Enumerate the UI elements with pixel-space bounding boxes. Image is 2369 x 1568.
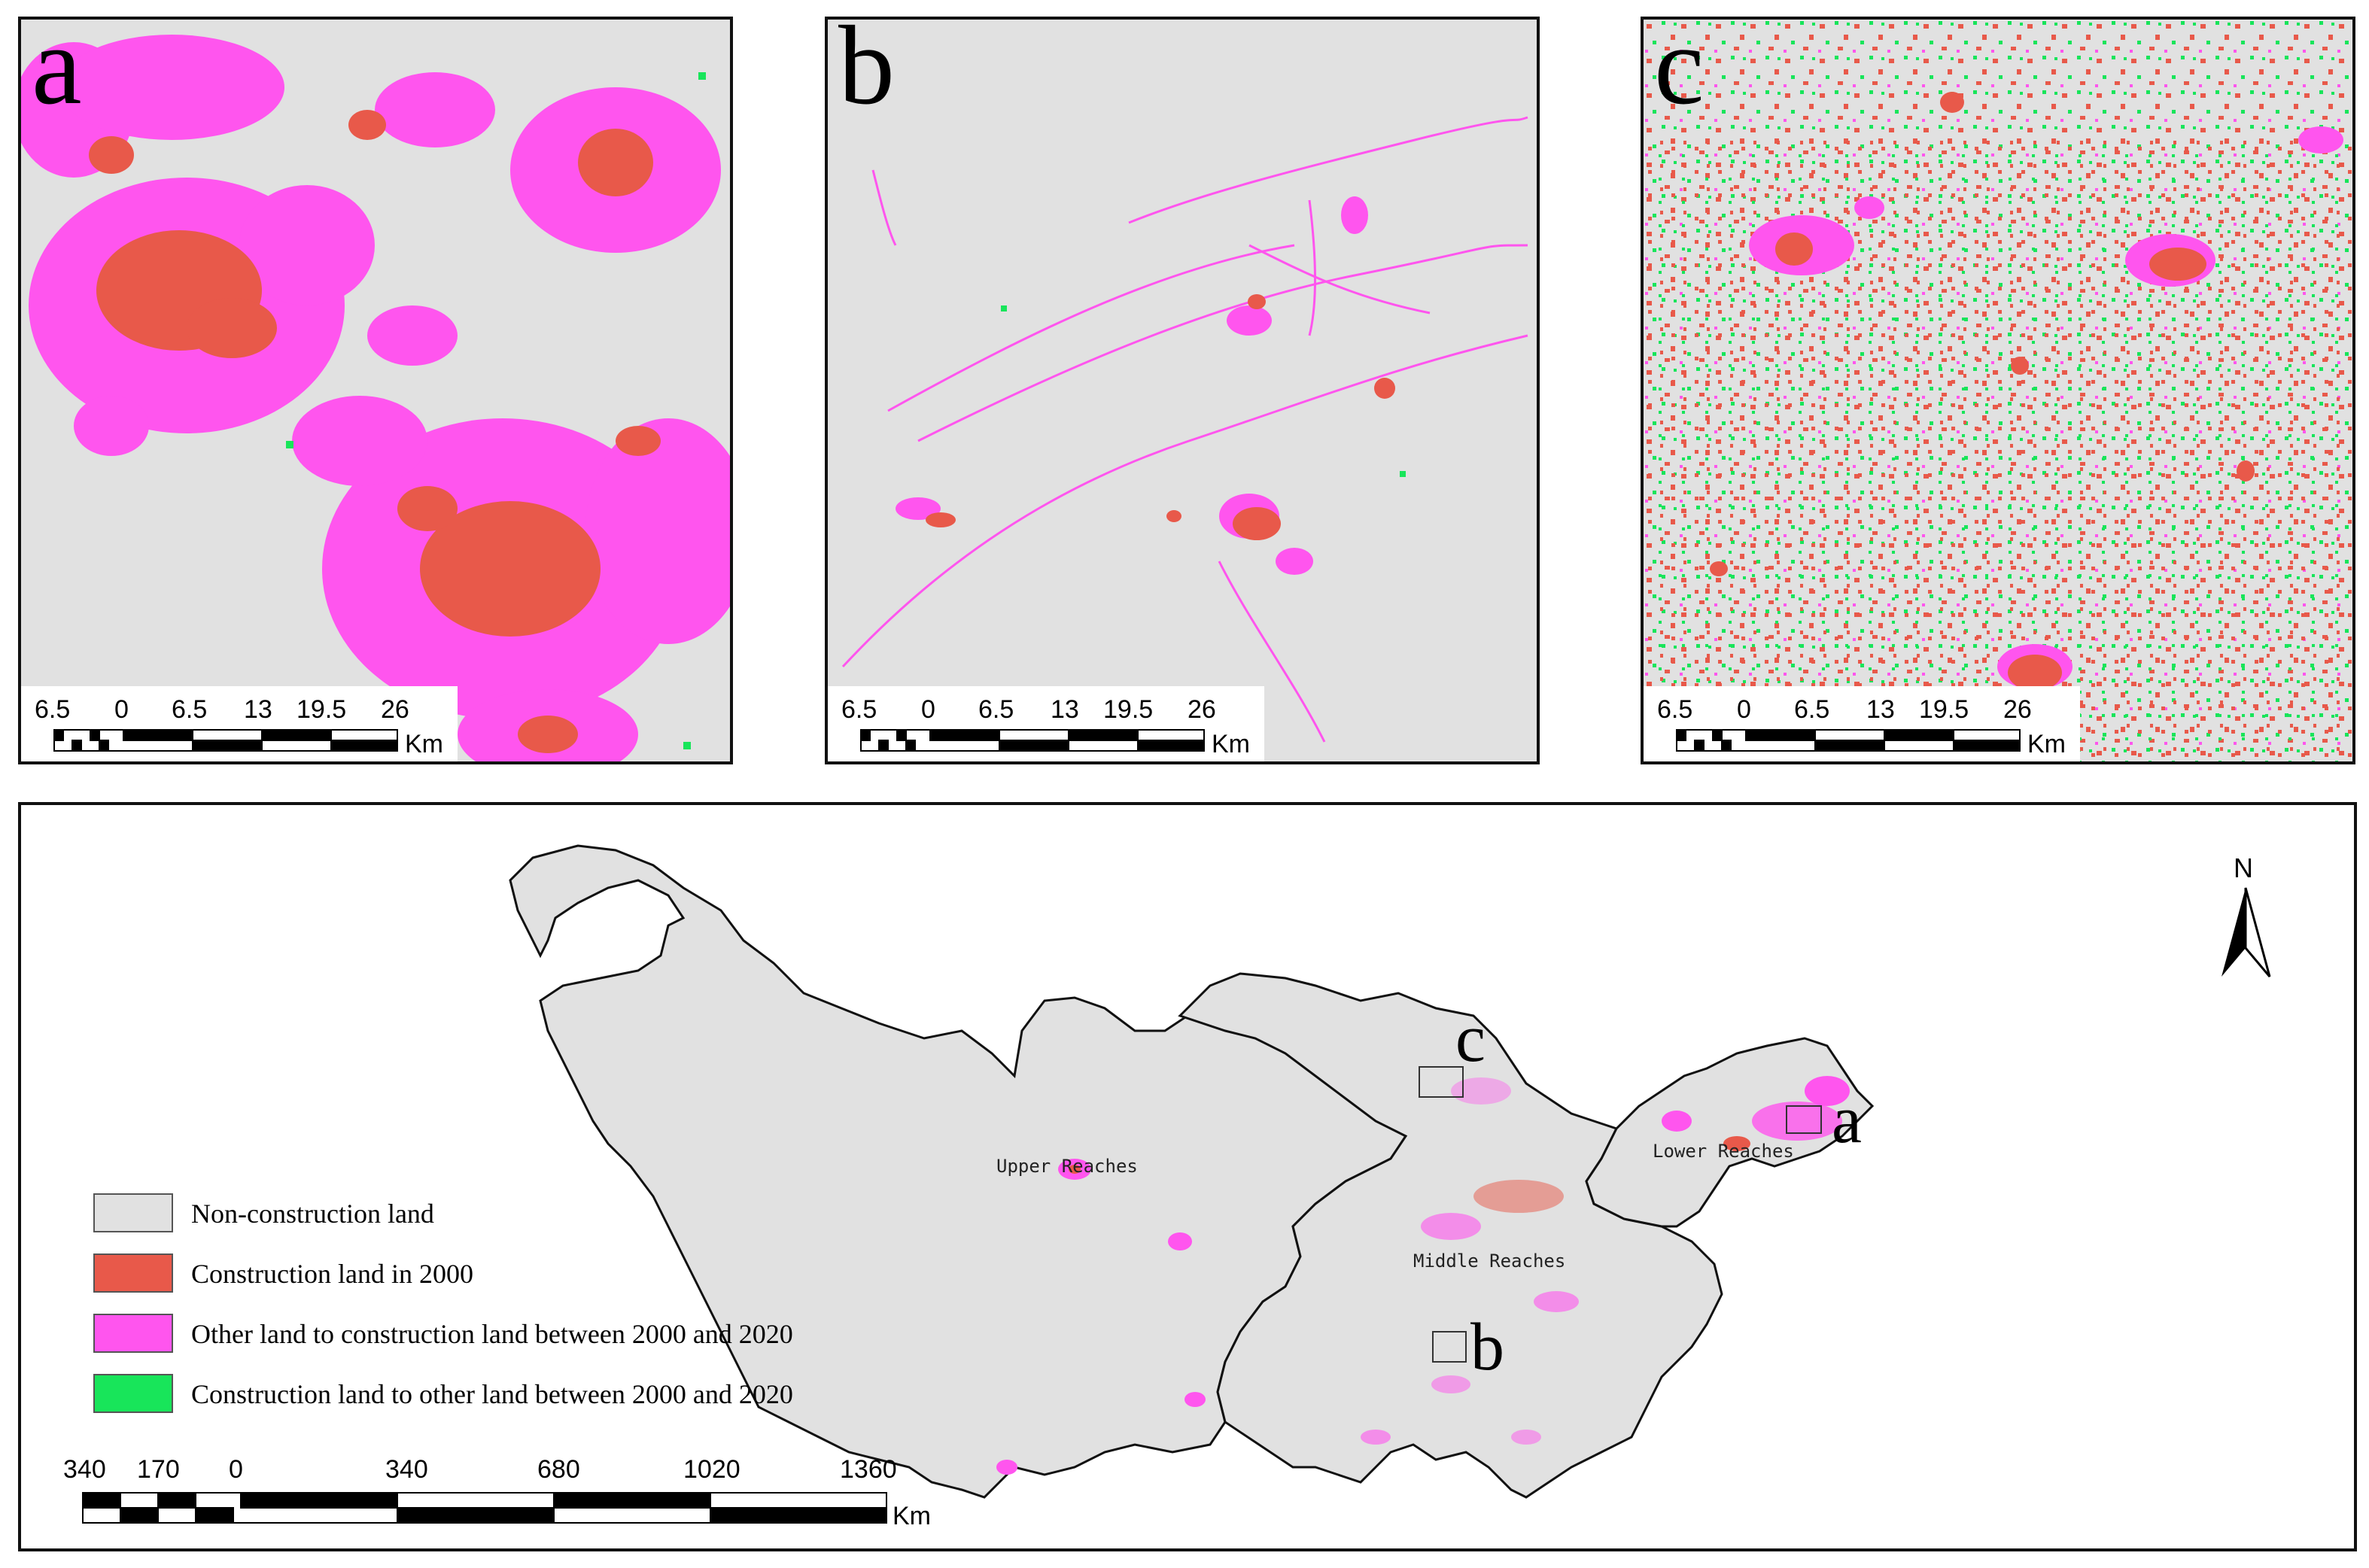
scale-tick: 0 xyxy=(1737,695,1751,724)
scale-tick: 13 xyxy=(244,695,272,724)
inset-map-a-canvas xyxy=(21,35,730,761)
scale-tick: 26 xyxy=(381,695,409,724)
scale-unit: Km xyxy=(405,730,443,758)
inset-b-other-to-construction-patches xyxy=(896,196,1368,575)
inset-c-construction-2000 xyxy=(1710,92,2255,691)
legend-label: Non-construction land xyxy=(191,1199,434,1229)
scale-tick: 170 xyxy=(137,1455,180,1484)
scale-tick: 6.5 xyxy=(35,695,70,724)
scale-tick: 19.5 xyxy=(1919,695,1969,724)
marker-letter-c: c xyxy=(1455,1001,1486,1076)
legend-swatch xyxy=(93,1193,173,1232)
legend-label: Construction land in 2000 xyxy=(191,1259,473,1289)
scale-unit: Km xyxy=(1212,730,1250,758)
north-arrow-right-half xyxy=(2244,887,2271,977)
inset-b-construction-2000 xyxy=(926,294,1395,540)
legend-label: Construction land to other land between … xyxy=(191,1379,793,1409)
scale-tick: 1360 xyxy=(840,1455,897,1484)
scale-bar-graphic xyxy=(53,729,398,752)
scale-bar-graphic xyxy=(860,729,1205,752)
scale-tick: 19.5 xyxy=(1103,695,1153,724)
north-label: N xyxy=(2234,852,2253,883)
legend-label: Other land to construction land between … xyxy=(191,1319,793,1349)
scale-tick: 340 xyxy=(385,1455,428,1484)
scale-tick: 26 xyxy=(2003,695,2032,724)
scale-unit: Km xyxy=(2027,730,2066,758)
scale-tick: 6.5 xyxy=(172,695,207,724)
basin-construction-change-patches xyxy=(996,1076,1850,1475)
inset-map-c: c 6.5 0 6.5 13 19.5 26 Km xyxy=(1641,17,2355,764)
scale-bar-graphic xyxy=(1676,729,2021,752)
legend-swatch xyxy=(93,1374,173,1413)
scale-tick: 13 xyxy=(1051,695,1079,724)
inset-a-construction-2000 xyxy=(89,110,661,753)
legend-swatch xyxy=(93,1253,173,1293)
scale-tick: 340 xyxy=(63,1455,106,1484)
panel-letter-b: b xyxy=(838,17,895,128)
scale-tick: 0 xyxy=(229,1455,243,1484)
inset-b-construction-to-other xyxy=(1001,305,1406,477)
inset-map-b: b 6.5 0 6.5 13 19.5 26 Km xyxy=(825,17,1540,764)
north-arrow: N xyxy=(2212,850,2280,986)
lower-reaches-region xyxy=(1585,1037,1875,1228)
scale-tick: 1020 xyxy=(683,1455,741,1484)
scale-tick: 0 xyxy=(114,695,129,724)
inset-b-other-to-construction xyxy=(841,116,1528,743)
scale-tick: 6.5 xyxy=(1794,695,1829,724)
location-box-a xyxy=(1786,1105,1822,1134)
scale-tick: 6.5 xyxy=(1657,695,1692,724)
scale-tick: 0 xyxy=(921,695,935,724)
scale-tick: 680 xyxy=(537,1455,580,1484)
scale-tick: 19.5 xyxy=(297,695,346,724)
marker-letter-b: b xyxy=(1470,1310,1504,1384)
inset-b-scale-bar: 6.5 0 6.5 13 19.5 26 Km xyxy=(828,686,1264,761)
basin-overview-map: c a b Upper Reaches Middle Reaches Lower… xyxy=(18,802,2357,1551)
upper-reaches-region xyxy=(509,844,1408,1499)
inset-map-c-canvas xyxy=(1644,20,2352,761)
region-label-upper: Upper Reaches xyxy=(996,1156,1138,1177)
scale-bar-graphic xyxy=(82,1492,887,1524)
panel-letter-c: c xyxy=(1654,17,1705,128)
region-label-middle: Middle Reaches xyxy=(1413,1250,1565,1272)
location-box-b xyxy=(1432,1331,1467,1363)
scale-tick: 6.5 xyxy=(978,695,1014,724)
north-arrow-left-half xyxy=(2222,888,2246,977)
inset-map-b-canvas xyxy=(841,116,1528,743)
scale-tick: 13 xyxy=(1866,695,1895,724)
scale-tick: 26 xyxy=(1188,695,1216,724)
marker-letter-a: a xyxy=(1832,1083,1862,1157)
region-label-lower: Lower Reaches xyxy=(1653,1141,1794,1162)
basin-overview-canvas: c a b Upper Reaches Middle Reaches Lower… xyxy=(63,844,1875,1530)
inset-a-scale-bar: 6.5 0 6.5 13 19.5 26 Km xyxy=(21,686,458,761)
inset-a-construction-to-other xyxy=(286,72,706,749)
inset-map-a: a 6.5 0 6.5 13 19.5 26 Km xyxy=(18,17,733,764)
main-scale-bar: 340 170 0 340 680 1020 1360 Km xyxy=(63,1455,931,1530)
location-box-c xyxy=(1419,1066,1464,1098)
scale-unit: Km xyxy=(893,1502,931,1530)
legend-swatch xyxy=(93,1314,173,1353)
scale-tick: 6.5 xyxy=(841,695,877,724)
inset-c-scale-bar: 6.5 0 6.5 13 19.5 26 Km xyxy=(1644,686,2080,761)
panel-letter-a: a xyxy=(32,17,82,128)
